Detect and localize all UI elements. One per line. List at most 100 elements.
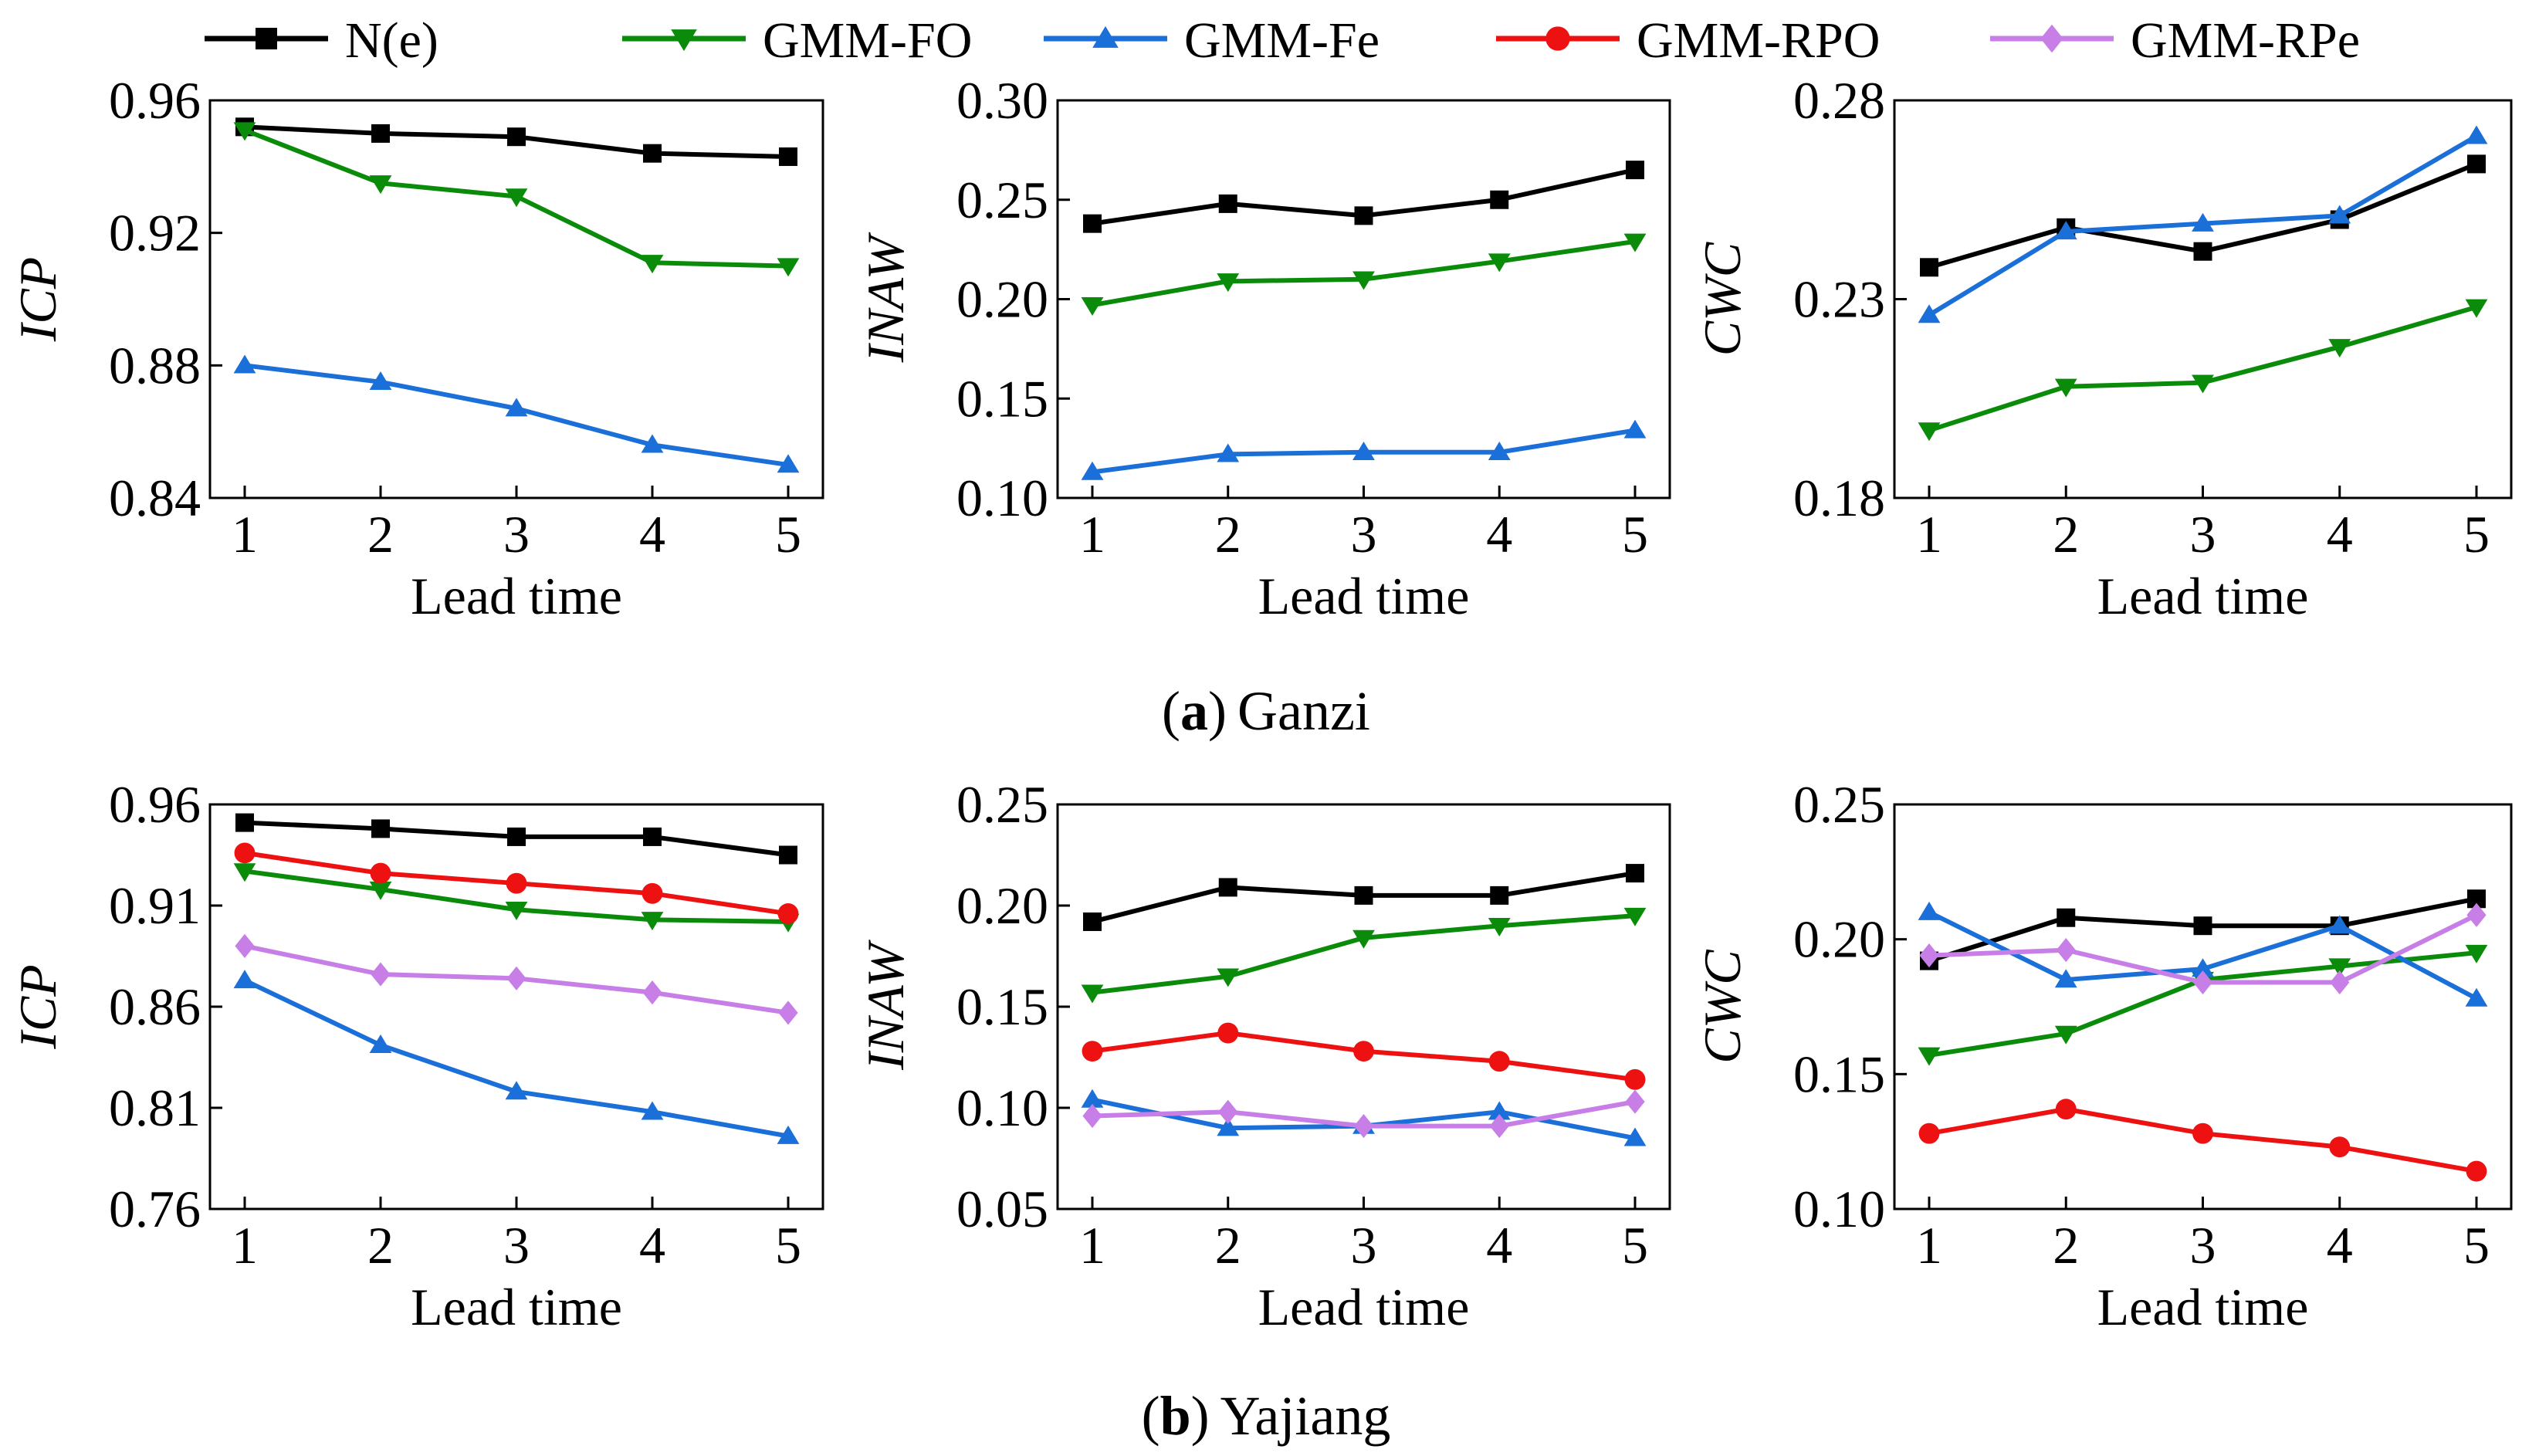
- data-point: [1217, 968, 1240, 987]
- legend-label: GMM-Fe: [1184, 12, 1380, 69]
- data-point: [2192, 958, 2214, 977]
- data-point: [1490, 190, 1509, 209]
- data-point: [2054, 221, 2077, 240]
- legend-item-gmm-rpe: GMM-RPe: [1990, 12, 2360, 69]
- y-axis-label: CWC: [1693, 950, 1752, 1064]
- data-point: [643, 827, 662, 846]
- series-n-e: [1083, 161, 1644, 233]
- plot-frame: [1893, 99, 2513, 499]
- x-tick-label: 4: [2327, 1216, 2353, 1275]
- chart-ganzi-icp: 0.84 0.88 0.92 0.96 1 2 3 4 5 Lead time ICP: [8, 71, 824, 625]
- data-point: [371, 124, 390, 143]
- x-tick-label: 1: [1079, 505, 1105, 564]
- data-point: [1918, 1122, 1940, 1144]
- data-point: [1354, 206, 1373, 225]
- data-point: [2465, 944, 2488, 963]
- y-tick-label: 0.18: [1793, 469, 1885, 527]
- data-point: [641, 1101, 664, 1120]
- series-n-e: [1920, 154, 2486, 277]
- series-gmm-fe: [1918, 125, 2488, 323]
- x-axis-label: Lead time: [2097, 1278, 2309, 1336]
- data-point: [369, 371, 392, 390]
- series-gmm-fo: [233, 122, 800, 277]
- x-tick-label: 1: [1916, 505, 1942, 564]
- data-point: [1490, 885, 1509, 905]
- series-line: [243, 978, 789, 1139]
- x-tick-label: 5: [775, 505, 801, 564]
- data-point: [1625, 1089, 1645, 1114]
- data-point: [2192, 374, 2214, 394]
- data-point: [2057, 908, 2076, 927]
- data-point: [777, 258, 800, 277]
- y-tick-label: 0.20: [956, 876, 1048, 935]
- legend-label: GMM-FO: [763, 12, 972, 69]
- data-point: [1217, 273, 1240, 293]
- y-tick-label: 0.86: [109, 977, 201, 1036]
- data-point: [1082, 1103, 1102, 1129]
- series-gmm-fe: [233, 970, 800, 1144]
- x-tick-label: 2: [1215, 1216, 1241, 1275]
- x-tick-label: 2: [367, 1216, 394, 1275]
- series-gmm-fe: [1081, 419, 1647, 480]
- data-point: [233, 122, 256, 141]
- y-tick-label: 0.76: [109, 1180, 201, 1238]
- x-axis-label: Lead time: [1258, 1278, 1470, 1336]
- x-axis-label: Lead time: [411, 567, 622, 625]
- data-point: [505, 398, 528, 417]
- data-point: [1488, 1051, 1510, 1072]
- data-point: [1623, 907, 1647, 926]
- data-point: [2192, 212, 2214, 232]
- x-tick-label: 5: [2463, 505, 2490, 564]
- data-point: [506, 966, 526, 990]
- series-gmm-fe: [233, 354, 800, 473]
- x-tick-label: 1: [1916, 1216, 1942, 1275]
- data-point: [777, 454, 800, 473]
- series-gmm-rpo: [1918, 1099, 2487, 1182]
- y-tick-label: 0.88: [109, 336, 201, 394]
- legend-label: N(e): [345, 12, 438, 69]
- x-tick-label: 2: [2053, 505, 2079, 564]
- data-point: [2328, 205, 2351, 224]
- data-point: [505, 1081, 528, 1100]
- y-axis-label: ICP: [8, 964, 67, 1050]
- data-point: [1353, 1113, 1374, 1139]
- legend-label: GMM-RPO: [1637, 12, 1880, 69]
- y-tick-label: 0.28: [1793, 71, 1885, 130]
- data-point: [1623, 233, 1647, 252]
- data-point: [233, 863, 256, 882]
- series-n-e: [235, 813, 797, 865]
- legend-item-gmm-fo: GMM-FO: [622, 12, 972, 69]
- data-point: [505, 902, 528, 921]
- y-tick-label: 0.20: [956, 270, 1048, 329]
- data-point: [1218, 194, 1237, 213]
- x-tick-label: 2: [367, 505, 394, 564]
- y-tick-label: 0.15: [1793, 1045, 1885, 1103]
- data-point: [642, 980, 662, 1005]
- data-point: [234, 842, 256, 864]
- data-point: [2328, 958, 2351, 977]
- data-point: [779, 845, 797, 865]
- y-tick-label: 0.30: [956, 71, 1048, 130]
- x-tick-label: 4: [2327, 505, 2353, 564]
- data-point: [2465, 125, 2488, 144]
- data-point: [505, 188, 528, 208]
- data-point: [2193, 242, 2212, 261]
- data-point: [235, 813, 254, 832]
- data-point: [1082, 1041, 1103, 1062]
- y-tick-label: 0.25: [956, 171, 1048, 229]
- legend: N(e) GMM-FO GMM-Fe GMM-RPO GMM-RPe: [205, 12, 2360, 69]
- data-point: [642, 882, 663, 904]
- series-gmm-fo: [1081, 907, 1647, 1004]
- data-point: [1081, 984, 1104, 1004]
- data-point: [1083, 214, 1102, 233]
- x-tick-label: 5: [1622, 505, 1648, 564]
- data-point: [778, 1001, 798, 1025]
- y-tick-label: 0.20: [1793, 910, 1885, 969]
- x-tick-label: 5: [2463, 1216, 2490, 1275]
- data-point: [2054, 1025, 2077, 1045]
- y-tick-label: 0.92: [109, 204, 201, 262]
- data-point: [1081, 297, 1104, 317]
- x-tick-label: 4: [639, 1216, 665, 1275]
- legend-marker: [1092, 25, 1119, 48]
